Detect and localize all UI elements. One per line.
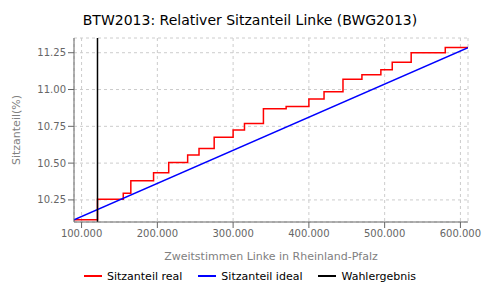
html-text:Wahlergebnis: Wahlergebnis [341,269,416,283]
svg-text:300.000: 300.000 [212,228,253,239]
svg-text:200.000: 200.000 [137,228,178,239]
svg-text:10.50: 10.50 [37,158,66,169]
html-text:BTW2013: Relativer Sitzanteil: BTW2013: Relativer Sitzanteil Linke (BWG… [82,12,418,28]
svg-text:600.000: 600.000 [440,228,481,239]
html-text:Sitzanteil real: Sitzanteil real [107,269,183,283]
svg-text:11.00: 11.00 [37,84,66,95]
html-text:Sitzanteil ideal: Sitzanteil ideal [221,269,303,283]
svg-text:10.25: 10.25 [37,194,66,205]
svg-text:400.000: 400.000 [288,228,329,239]
svg-text:100.000: 100.000 [61,228,102,239]
svg-text:Zweitstimmen Linke in Rheinlan: Zweitstimmen Linke in Rheinland-Pfalz [164,250,378,263]
svg-text:10.75: 10.75 [37,121,66,132]
svg-text:Sitzanteil(%): Sitzanteil(%) [10,95,23,165]
svg-text:500.000: 500.000 [364,228,405,239]
svg-text:11.25: 11.25 [37,47,66,58]
